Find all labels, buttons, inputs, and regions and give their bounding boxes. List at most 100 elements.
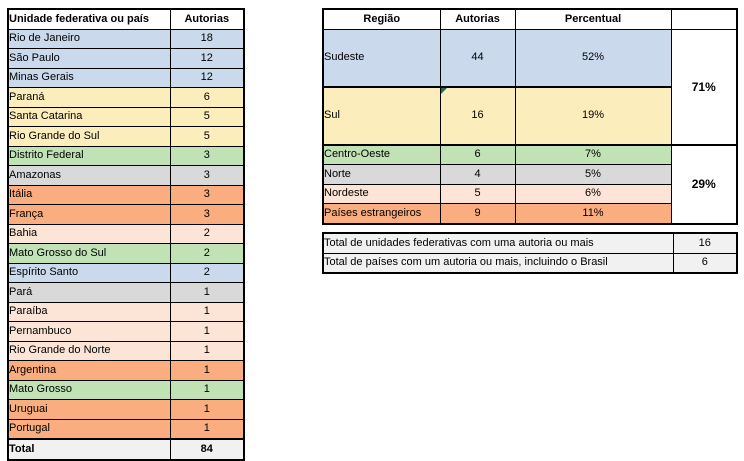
- authorship-count-cell[interactable]: 12: [169, 67, 245, 88]
- summary-label-cell[interactable]: Total de países com um autoria ou mais, …: [322, 252, 674, 274]
- authorship-count-cell[interactable]: 1: [169, 379, 245, 400]
- table-row: Amazonas 3: [7, 165, 245, 186]
- percent-cell[interactable]: 5%: [514, 164, 672, 185]
- left-table-body: Rio de Janeiro 18 São Paulo 12 Minas Gerais 1…: [7, 28, 245, 440]
- table-row: Mato Grosso 1: [7, 379, 245, 400]
- state-name-cell[interactable]: Santa Catarina: [7, 106, 171, 127]
- authorship-count-cell[interactable]: 6: [169, 87, 245, 108]
- regions-authorship-table: Região Autorias Percentual Sudeste 44 52% 7…: [322, 8, 738, 225]
- table-row: Rio de Janeiro 18: [7, 28, 245, 49]
- states-authorship-table: Unidade federativa ou país Autorias Rio …: [7, 8, 245, 461]
- percent-cell[interactable]: 19%: [514, 85, 672, 145]
- table-row: França 3: [7, 204, 245, 225]
- state-name-cell[interactable]: Argentina: [7, 360, 171, 381]
- comment-flag-icon: [441, 88, 447, 94]
- state-name-cell[interactable]: Rio Grande do Norte: [7, 340, 171, 361]
- state-name-cell[interactable]: Distrito Federal: [7, 145, 171, 166]
- state-name-cell[interactable]: Rio Grande do Sul: [7, 126, 171, 147]
- authorship-count-cell[interactable]: 1: [169, 360, 245, 381]
- group-percent-cell[interactable]: 71%: [670, 28, 738, 145]
- state-name-cell[interactable]: Rio de Janeiro: [7, 28, 171, 49]
- authorship-count-cell[interactable]: 1: [169, 321, 245, 342]
- authorship-count-cell[interactable]: 44: [439, 28, 516, 87]
- state-name-cell[interactable]: Pará: [7, 282, 171, 303]
- group-percent-cell[interactable]: 29%: [670, 143, 738, 224]
- table-row: Total de países com um autoria ou mais, …: [322, 252, 738, 274]
- authorship-count-cell[interactable]: 3: [169, 145, 245, 166]
- col-header-percentual[interactable]: Percentual: [514, 8, 672, 30]
- col-header-autorias[interactable]: Autorias: [169, 8, 245, 30]
- summary-label-cell[interactable]: Total de unidades federativas com uma au…: [322, 232, 674, 254]
- authorship-count-cell[interactable]: 1: [169, 399, 245, 420]
- state-name-cell[interactable]: Mato Grosso: [7, 379, 171, 400]
- table-row: Santa Catarina 5: [7, 106, 245, 127]
- authorship-count-cell[interactable]: 9: [439, 203, 516, 224]
- right-table-header-row: Região Autorias Percentual: [322, 8, 737, 30]
- col-header-autorias[interactable]: Autorias: [439, 8, 516, 30]
- table-row: Distrito Federal 3: [7, 145, 245, 166]
- state-name-cell[interactable]: Portugal: [7, 418, 171, 440]
- table-row: Rio Grande do Norte 1: [7, 340, 245, 361]
- authorship-count-cell[interactable]: 6: [439, 143, 516, 165]
- region-name-cell[interactable]: Sudeste: [322, 28, 441, 87]
- col-header-unidade[interactable]: Unidade federativa ou país: [7, 8, 171, 30]
- region-name-cell[interactable]: Centro-Oeste: [322, 143, 441, 165]
- region-name-cell[interactable]: Norte: [322, 164, 441, 185]
- region-name-cell[interactable]: Nordeste: [322, 183, 441, 204]
- authorship-count-cell[interactable]: 3: [169, 165, 245, 186]
- state-name-cell[interactable]: Bahia: [7, 223, 171, 244]
- region-name-cell[interactable]: Sul: [322, 85, 441, 145]
- summary-value-cell[interactable]: 6: [672, 252, 738, 274]
- state-name-cell[interactable]: Pernambuco: [7, 321, 171, 342]
- table-row: Uruguai 1: [7, 399, 245, 420]
- authorship-count-cell[interactable]: 5: [169, 126, 245, 147]
- state-name-cell[interactable]: Paraíba: [7, 301, 171, 322]
- table-row: Espírito Santo 2: [7, 262, 245, 283]
- table-row: Portugal 1: [7, 418, 245, 440]
- state-name-cell[interactable]: Minas Gerais: [7, 67, 171, 88]
- total-row: Total 84: [7, 438, 245, 460]
- authorship-count-cell[interactable]: 2: [169, 223, 245, 244]
- summary-value-cell[interactable]: 16: [672, 232, 738, 254]
- state-name-cell[interactable]: São Paulo: [7, 48, 171, 69]
- state-name-cell[interactable]: França: [7, 204, 171, 225]
- total-value-cell[interactable]: 84: [169, 438, 245, 460]
- table-row: Rio Grande do Sul 5: [7, 126, 245, 147]
- authorship-count-cell[interactable]: 3: [169, 184, 245, 205]
- table-row: Total de unidades federativas com uma au…: [322, 232, 738, 254]
- authorship-count-cell[interactable]: 2: [169, 262, 245, 283]
- authorship-count-cell[interactable]: 5: [169, 106, 245, 127]
- authorship-count-cell[interactable]: 2: [169, 243, 245, 264]
- percent-cell[interactable]: 6%: [514, 183, 672, 204]
- region-name-cell[interactable]: Países estrangeiros: [322, 203, 441, 224]
- table-row: Argentina 1: [7, 360, 245, 381]
- authorship-count-cell[interactable]: 16: [439, 85, 516, 145]
- state-name-cell[interactable]: Uruguai: [7, 399, 171, 420]
- authorship-count-cell[interactable]: 5: [439, 183, 516, 204]
- authorship-count-cell[interactable]: 1: [169, 340, 245, 361]
- percent-cell[interactable]: 11%: [514, 203, 672, 224]
- table-row: Centro-Oeste 6 7% 29%: [322, 143, 738, 224]
- authorship-count-cell[interactable]: 4: [439, 164, 516, 185]
- summary-table-body: Total de unidades federativas com uma au…: [322, 232, 738, 274]
- authorship-count-cell[interactable]: 18: [169, 28, 245, 49]
- percent-cell[interactable]: 52%: [514, 28, 672, 87]
- authorship-count-cell[interactable]: 1: [169, 282, 245, 303]
- state-name-cell[interactable]: Itália: [7, 184, 171, 205]
- authorship-count-cell[interactable]: 3: [169, 204, 245, 225]
- table-row: Pernambuco 1: [7, 321, 245, 342]
- table-row: Paraíba 1: [7, 301, 245, 322]
- state-name-cell[interactable]: Amazonas: [7, 165, 171, 186]
- totals-summary-table: Total de unidades federativas com uma au…: [322, 232, 738, 274]
- percent-cell[interactable]: 7%: [514, 143, 672, 165]
- table-row: Sudeste 44 52% 71%: [322, 28, 738, 145]
- table-row: Bahia 2: [7, 223, 245, 244]
- state-name-cell[interactable]: Mato Grosso do Sul: [7, 243, 171, 264]
- authorship-count-cell[interactable]: 1: [169, 301, 245, 322]
- state-name-cell[interactable]: Paraná: [7, 87, 171, 108]
- authorship-count-cell[interactable]: 12: [169, 48, 245, 69]
- authorship-count-cell[interactable]: 1: [169, 418, 245, 440]
- col-header-regiao[interactable]: Região: [322, 8, 441, 30]
- total-label-cell[interactable]: Total: [7, 438, 171, 460]
- state-name-cell[interactable]: Espírito Santo: [7, 262, 171, 283]
